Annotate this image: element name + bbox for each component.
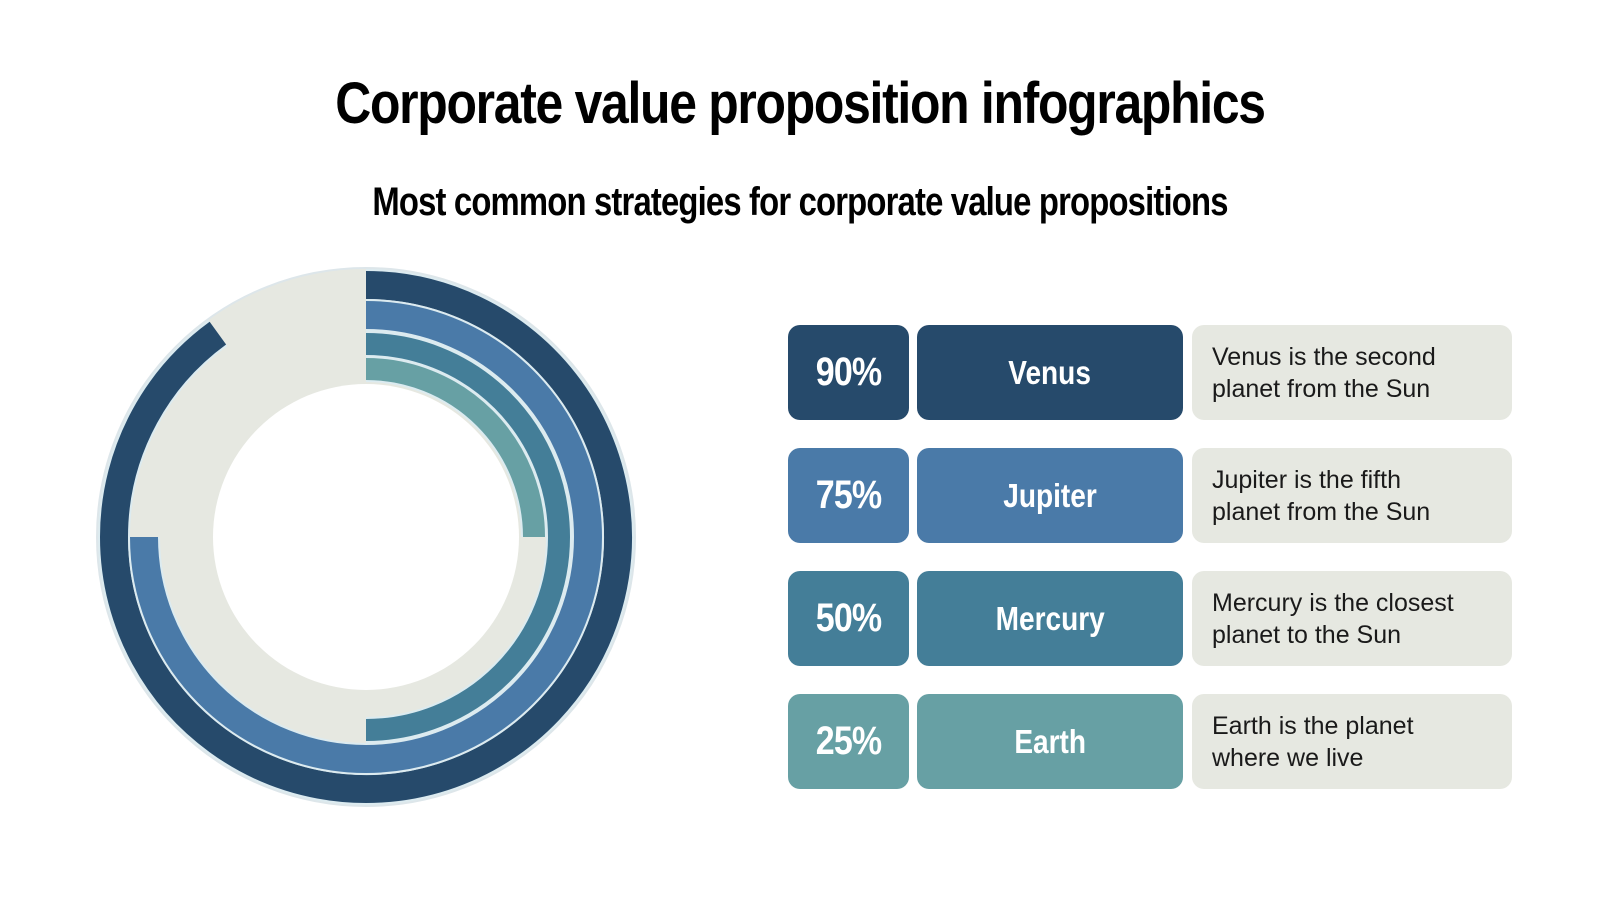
percent-badge: 90% bbox=[788, 325, 909, 420]
arc-venus bbox=[100, 271, 632, 803]
arc-mercury bbox=[365, 333, 570, 741]
description-box: Earth is the planet where we live bbox=[1192, 694, 1512, 789]
percent-badge: 25% bbox=[788, 694, 909, 789]
description-box: Jupiter is the fifth planet from the Sun bbox=[1192, 448, 1512, 543]
arc-jupiter bbox=[130, 301, 602, 773]
percent-badge: 50% bbox=[788, 571, 909, 666]
page-subtitle: Most common strategies for corporate val… bbox=[372, 180, 1228, 224]
page-title: Corporate value proposition infographics bbox=[335, 71, 1266, 136]
percent-badge: 75% bbox=[788, 448, 909, 543]
description-box: Venus is the second planet from the Sun bbox=[1192, 325, 1512, 420]
planet-label: Venus bbox=[917, 325, 1183, 420]
description-box: Mercury is the closest planet to the Sun bbox=[1192, 571, 1512, 666]
chart-center-hole bbox=[213, 384, 519, 690]
arc-earth bbox=[365, 358, 545, 538]
planet-label: Jupiter bbox=[917, 448, 1183, 543]
radial-bar-chart bbox=[96, 267, 636, 807]
row-mercury: 50% Mercury Mercury is the closest plane… bbox=[788, 571, 1512, 666]
row-jupiter: 75% Jupiter Jupiter is the fifth planet … bbox=[788, 448, 1512, 543]
planet-label: Earth bbox=[917, 694, 1183, 789]
planet-label: Mercury bbox=[917, 571, 1183, 666]
row-venus: 90% Venus Venus is the second planet fro… bbox=[788, 325, 1512, 420]
row-earth: 25% Earth Earth is the planet where we l… bbox=[788, 694, 1512, 789]
